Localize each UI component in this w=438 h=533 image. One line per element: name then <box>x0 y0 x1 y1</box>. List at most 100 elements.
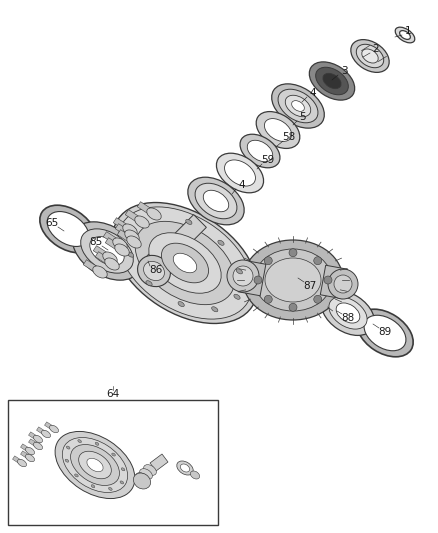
Ellipse shape <box>191 471 200 479</box>
Ellipse shape <box>127 252 134 257</box>
Polygon shape <box>45 422 55 431</box>
Ellipse shape <box>120 481 124 484</box>
Ellipse shape <box>236 269 243 274</box>
Ellipse shape <box>90 237 124 265</box>
Ellipse shape <box>135 221 235 305</box>
Polygon shape <box>36 427 47 435</box>
Ellipse shape <box>173 253 197 273</box>
Ellipse shape <box>265 118 292 141</box>
Ellipse shape <box>216 153 264 193</box>
Ellipse shape <box>25 454 35 462</box>
Ellipse shape <box>265 258 321 302</box>
Text: 65: 65 <box>46 218 59 228</box>
Polygon shape <box>95 252 113 266</box>
Ellipse shape <box>55 431 135 498</box>
Polygon shape <box>83 260 102 274</box>
Ellipse shape <box>227 260 259 292</box>
Polygon shape <box>115 224 134 238</box>
Circle shape <box>314 257 322 265</box>
Ellipse shape <box>112 453 115 456</box>
Ellipse shape <box>309 62 355 100</box>
Ellipse shape <box>186 220 192 224</box>
Polygon shape <box>28 439 39 448</box>
Ellipse shape <box>329 297 367 329</box>
Ellipse shape <box>140 469 152 479</box>
Ellipse shape <box>138 255 170 287</box>
Ellipse shape <box>103 252 117 264</box>
Ellipse shape <box>93 266 107 278</box>
Ellipse shape <box>25 447 35 455</box>
Ellipse shape <box>79 451 111 479</box>
Ellipse shape <box>285 95 311 117</box>
Text: 58: 58 <box>283 132 296 142</box>
Ellipse shape <box>135 216 149 228</box>
Ellipse shape <box>127 236 141 248</box>
Ellipse shape <box>121 468 125 471</box>
Ellipse shape <box>158 241 182 261</box>
Ellipse shape <box>105 258 119 270</box>
Polygon shape <box>13 456 23 465</box>
Text: 3: 3 <box>341 66 347 76</box>
Ellipse shape <box>49 425 59 433</box>
Text: 88: 88 <box>341 313 355 323</box>
Text: 5: 5 <box>300 112 306 122</box>
Polygon shape <box>103 232 122 247</box>
Ellipse shape <box>146 253 170 273</box>
Text: 85: 85 <box>89 237 102 247</box>
Ellipse shape <box>144 261 164 281</box>
Circle shape <box>289 303 297 311</box>
Ellipse shape <box>123 224 137 236</box>
Ellipse shape <box>180 464 190 472</box>
Text: 4: 4 <box>310 88 316 98</box>
Ellipse shape <box>74 474 78 477</box>
Text: 89: 89 <box>378 327 392 337</box>
Ellipse shape <box>188 177 244 225</box>
Ellipse shape <box>118 207 252 319</box>
Ellipse shape <box>212 306 218 312</box>
Ellipse shape <box>134 473 151 489</box>
Ellipse shape <box>218 240 224 245</box>
Ellipse shape <box>357 309 413 357</box>
Ellipse shape <box>234 294 240 300</box>
Ellipse shape <box>65 459 69 462</box>
Text: 4: 4 <box>239 180 245 190</box>
Ellipse shape <box>399 30 410 39</box>
Ellipse shape <box>178 302 184 306</box>
Ellipse shape <box>78 440 81 442</box>
Polygon shape <box>105 238 124 253</box>
Circle shape <box>264 295 272 303</box>
Polygon shape <box>238 260 266 296</box>
Ellipse shape <box>278 89 318 123</box>
Ellipse shape <box>336 303 360 323</box>
Ellipse shape <box>42 430 50 438</box>
Ellipse shape <box>362 49 378 63</box>
Circle shape <box>314 295 322 303</box>
Ellipse shape <box>18 459 27 467</box>
Ellipse shape <box>113 203 258 324</box>
Circle shape <box>264 257 272 265</box>
Polygon shape <box>21 444 31 453</box>
Ellipse shape <box>272 84 324 128</box>
Circle shape <box>254 276 262 284</box>
Ellipse shape <box>195 183 237 219</box>
Text: 87: 87 <box>304 281 317 291</box>
Text: 1: 1 <box>405 26 411 36</box>
Text: 64: 64 <box>106 389 120 399</box>
Ellipse shape <box>113 238 127 250</box>
Polygon shape <box>113 217 132 232</box>
Ellipse shape <box>66 446 70 449</box>
Ellipse shape <box>247 140 273 161</box>
Ellipse shape <box>81 229 133 273</box>
Ellipse shape <box>240 134 280 168</box>
Ellipse shape <box>153 245 179 265</box>
Ellipse shape <box>328 269 358 299</box>
Ellipse shape <box>152 214 159 219</box>
Ellipse shape <box>130 227 136 232</box>
Ellipse shape <box>149 233 221 293</box>
Text: 59: 59 <box>261 155 275 165</box>
Ellipse shape <box>109 487 112 490</box>
Ellipse shape <box>115 244 129 256</box>
Ellipse shape <box>254 249 332 311</box>
Ellipse shape <box>146 281 152 286</box>
Circle shape <box>289 249 297 257</box>
